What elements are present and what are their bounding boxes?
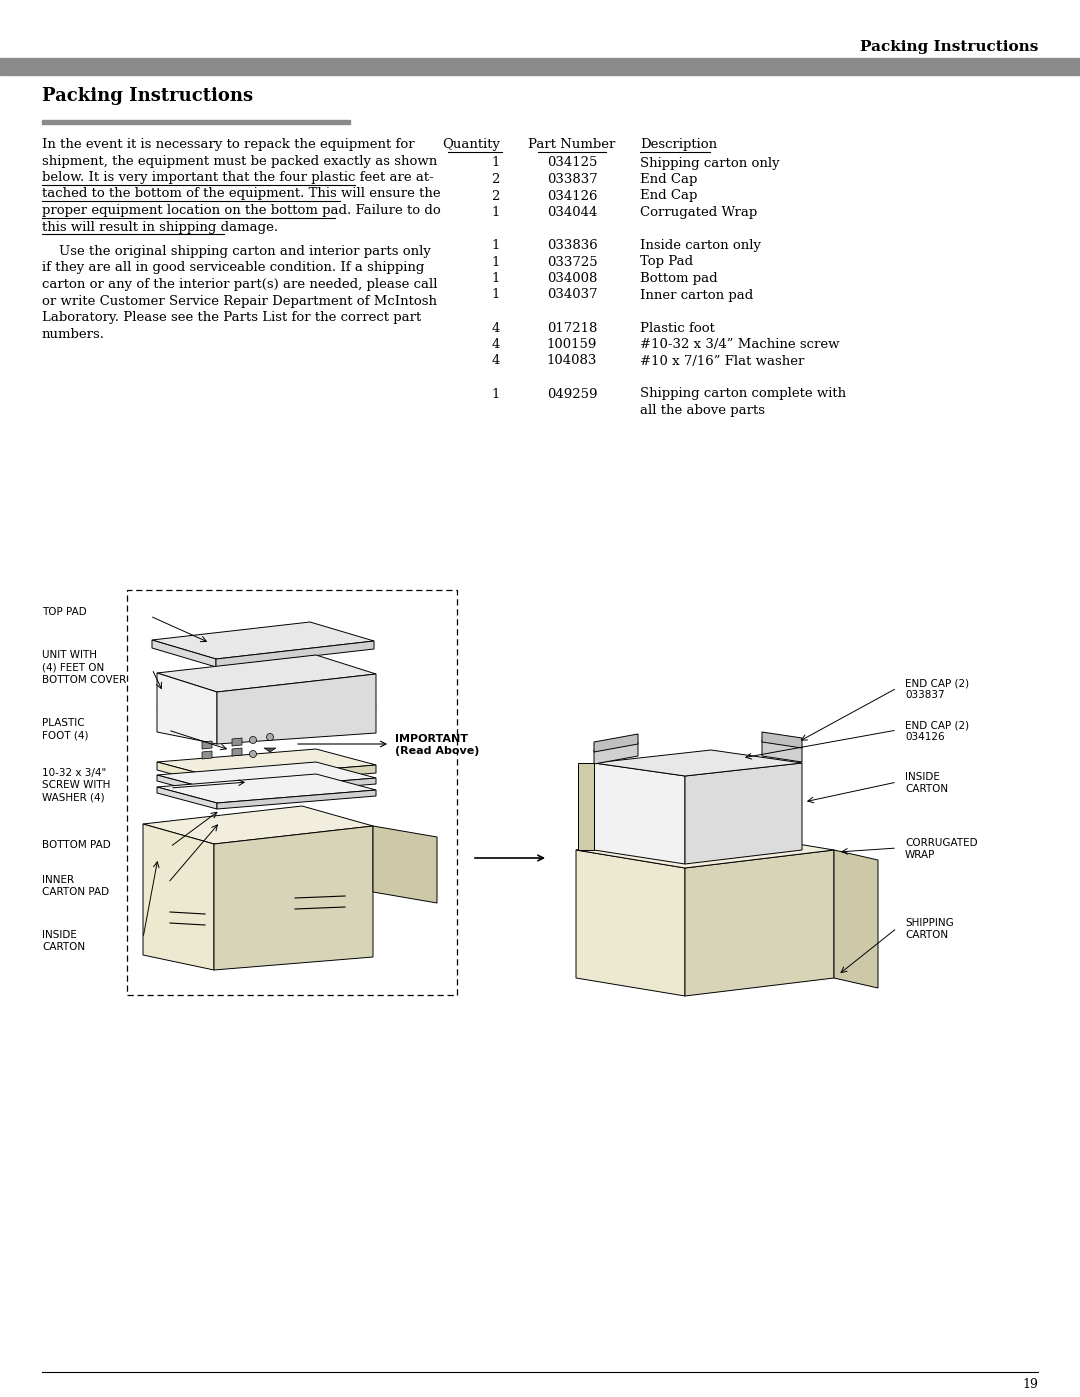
Polygon shape bbox=[834, 849, 878, 988]
Polygon shape bbox=[157, 673, 217, 745]
Text: Corrugated Wrap: Corrugated Wrap bbox=[640, 205, 757, 219]
Text: Laboratory. Please see the Parts List for the correct part: Laboratory. Please see the Parts List fo… bbox=[42, 312, 421, 324]
Text: Inner carton pad: Inner carton pad bbox=[640, 289, 753, 302]
Text: 034037: 034037 bbox=[546, 289, 597, 302]
Text: 034008: 034008 bbox=[546, 272, 597, 285]
Text: 10-32 x 3/4"
SCREW WITH
WASHER (4): 10-32 x 3/4" SCREW WITH WASHER (4) bbox=[42, 768, 110, 803]
Text: numbers.: numbers. bbox=[42, 327, 105, 341]
Polygon shape bbox=[217, 766, 376, 787]
Text: below. It is very important that the four plastic feet are at-: below. It is very important that the fou… bbox=[42, 170, 434, 184]
Text: Packing Instructions: Packing Instructions bbox=[42, 87, 253, 105]
Polygon shape bbox=[594, 750, 802, 775]
Text: Top Pad: Top Pad bbox=[640, 256, 693, 268]
Text: 1: 1 bbox=[491, 239, 500, 251]
Text: Part Number: Part Number bbox=[528, 138, 616, 151]
Text: 4: 4 bbox=[491, 355, 500, 367]
Text: tached to the bottom of the equipment. This will ensure the: tached to the bottom of the equipment. T… bbox=[42, 187, 441, 201]
Polygon shape bbox=[264, 747, 276, 752]
Text: END CAP (2)
034126: END CAP (2) 034126 bbox=[905, 719, 969, 742]
Text: Quantity: Quantity bbox=[442, 138, 500, 151]
Polygon shape bbox=[232, 738, 242, 746]
Text: 19: 19 bbox=[1022, 1377, 1038, 1391]
Text: Use the original shipping carton and interior parts only: Use the original shipping carton and int… bbox=[42, 244, 431, 258]
Polygon shape bbox=[143, 824, 214, 970]
Polygon shape bbox=[685, 763, 802, 863]
Polygon shape bbox=[217, 673, 376, 745]
Text: 034044: 034044 bbox=[546, 205, 597, 219]
Text: Plastic foot: Plastic foot bbox=[640, 321, 715, 334]
Text: proper equipment location on the bottom pad. Failure to do: proper equipment location on the bottom … bbox=[42, 204, 441, 217]
Polygon shape bbox=[685, 849, 834, 996]
Polygon shape bbox=[762, 732, 802, 747]
Text: Description: Description bbox=[640, 138, 717, 151]
Text: if they are all in good serviceable condition. If a shipping: if they are all in good serviceable cond… bbox=[42, 261, 424, 274]
Text: 049259: 049259 bbox=[546, 387, 597, 401]
Text: 034125: 034125 bbox=[546, 156, 597, 169]
Text: Shipping carton only: Shipping carton only bbox=[640, 156, 780, 169]
Text: In the event it is necessary to repack the equipment for: In the event it is necessary to repack t… bbox=[42, 138, 415, 151]
Text: 1: 1 bbox=[491, 156, 500, 169]
Text: 1: 1 bbox=[491, 289, 500, 302]
Text: UNIT WITH
(4) FEET ON
BOTTOM COVER: UNIT WITH (4) FEET ON BOTTOM COVER bbox=[42, 650, 126, 685]
Text: #10 x 7/16” Flat washer: #10 x 7/16” Flat washer bbox=[640, 355, 805, 367]
Polygon shape bbox=[202, 752, 212, 759]
Text: 1: 1 bbox=[491, 205, 500, 219]
Text: End Cap: End Cap bbox=[640, 190, 698, 203]
Polygon shape bbox=[152, 622, 374, 659]
Polygon shape bbox=[576, 833, 834, 868]
Text: carton or any of the interior part(s) are needed, please call: carton or any of the interior part(s) ar… bbox=[42, 278, 437, 291]
Polygon shape bbox=[157, 761, 376, 791]
Text: this will result in shipping damage.: this will result in shipping damage. bbox=[42, 221, 279, 233]
Text: End Cap: End Cap bbox=[640, 173, 698, 186]
Text: 1: 1 bbox=[491, 387, 500, 401]
Text: 4: 4 bbox=[491, 338, 500, 351]
Circle shape bbox=[267, 733, 273, 740]
Bar bbox=[0, 59, 1080, 75]
Text: 034126: 034126 bbox=[546, 190, 597, 203]
Text: 104083: 104083 bbox=[546, 355, 597, 367]
Polygon shape bbox=[216, 641, 374, 666]
Circle shape bbox=[249, 750, 257, 757]
Polygon shape bbox=[232, 747, 242, 756]
Polygon shape bbox=[157, 655, 376, 692]
Text: shipment, the equipment must be packed exactly as shown: shipment, the equipment must be packed e… bbox=[42, 155, 437, 168]
Polygon shape bbox=[217, 789, 376, 809]
Text: 4: 4 bbox=[491, 321, 500, 334]
Polygon shape bbox=[594, 733, 638, 752]
Text: or write Customer Service Repair Department of McIntosh: or write Customer Service Repair Departm… bbox=[42, 295, 437, 307]
Polygon shape bbox=[143, 806, 373, 844]
Text: Packing Instructions: Packing Instructions bbox=[860, 41, 1038, 54]
Text: 1: 1 bbox=[491, 256, 500, 268]
Text: INSIDE
CARTON: INSIDE CARTON bbox=[42, 930, 85, 953]
Text: CORRUGATED
WRAP: CORRUGATED WRAP bbox=[905, 838, 977, 861]
Text: 017218: 017218 bbox=[546, 321, 597, 334]
Polygon shape bbox=[594, 763, 685, 863]
Polygon shape bbox=[202, 740, 212, 749]
Polygon shape bbox=[214, 826, 373, 970]
Text: TOP PAD: TOP PAD bbox=[42, 608, 86, 617]
Text: all the above parts: all the above parts bbox=[640, 404, 765, 416]
Text: INNER
CARTON PAD: INNER CARTON PAD bbox=[42, 875, 109, 897]
Polygon shape bbox=[762, 740, 802, 761]
Text: IMPORTANT
(Read Above): IMPORTANT (Read Above) bbox=[395, 733, 480, 756]
Polygon shape bbox=[157, 774, 376, 803]
Polygon shape bbox=[157, 787, 217, 809]
Bar bbox=[127, 590, 457, 995]
Bar bbox=[42, 120, 350, 124]
Polygon shape bbox=[594, 742, 638, 764]
Polygon shape bbox=[157, 761, 217, 787]
Text: BOTTOM PAD: BOTTOM PAD bbox=[42, 840, 111, 849]
Text: Shipping carton complete with: Shipping carton complete with bbox=[640, 387, 846, 401]
Circle shape bbox=[249, 736, 257, 743]
Text: 033725: 033725 bbox=[546, 256, 597, 268]
Text: Inside carton only: Inside carton only bbox=[640, 239, 761, 251]
Polygon shape bbox=[578, 763, 594, 849]
Polygon shape bbox=[576, 849, 685, 996]
Text: #10-32 x 3/4” Machine screw: #10-32 x 3/4” Machine screw bbox=[640, 338, 839, 351]
Polygon shape bbox=[373, 826, 437, 902]
Text: Bottom pad: Bottom pad bbox=[640, 272, 717, 285]
Text: INSIDE
CARTON: INSIDE CARTON bbox=[905, 773, 948, 795]
Text: 100159: 100159 bbox=[546, 338, 597, 351]
Polygon shape bbox=[157, 775, 217, 798]
Text: 2: 2 bbox=[491, 173, 500, 186]
